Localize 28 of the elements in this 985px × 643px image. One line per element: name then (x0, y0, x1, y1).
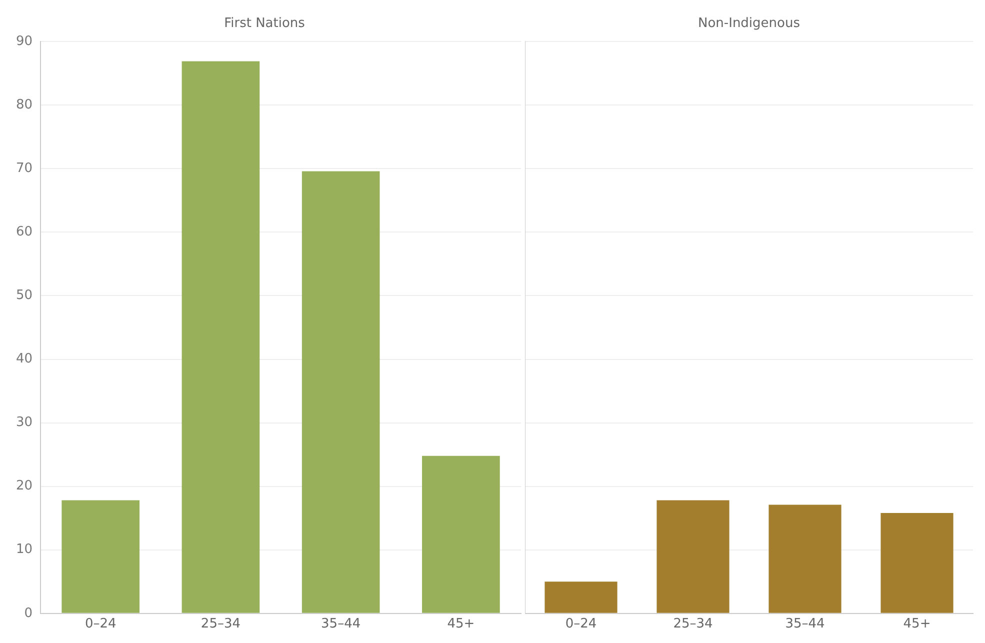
x-tick-label: 0–24 (565, 616, 597, 632)
y-tick-label: 90 (16, 34, 33, 49)
bar (880, 513, 954, 613)
y-tick-label: 20 (16, 478, 33, 494)
bar (656, 500, 730, 613)
chart-title: Non-Indigenous (698, 16, 800, 32)
chart-title: First Nations (224, 16, 306, 32)
bar (544, 582, 618, 613)
bar (422, 456, 500, 613)
x-tick-label: 35–44 (321, 616, 361, 632)
x-tick-label: 0–24 (84, 616, 116, 632)
y-tick-label: 60 (16, 224, 33, 240)
y-tick-label: 10 (16, 542, 33, 558)
y-tick-label: 70 (16, 161, 33, 176)
x-tick-label: 25–34 (200, 616, 241, 632)
bar (768, 504, 842, 613)
y-tick-label: 30 (16, 415, 33, 430)
x-tick-label: 45+ (447, 616, 475, 632)
x-tick-label: 25–34 (673, 616, 713, 632)
x-tick-label: 35–44 (785, 616, 825, 632)
y-tick-label: 0 (24, 606, 33, 621)
y-tick-label: 80 (16, 98, 33, 113)
bar (182, 61, 260, 613)
y-tick-label: 50 (16, 288, 33, 304)
bar (62, 500, 140, 613)
y-tick-label: 40 (16, 352, 33, 367)
x-tick-label: 45+ (903, 616, 931, 632)
bar (302, 171, 380, 613)
